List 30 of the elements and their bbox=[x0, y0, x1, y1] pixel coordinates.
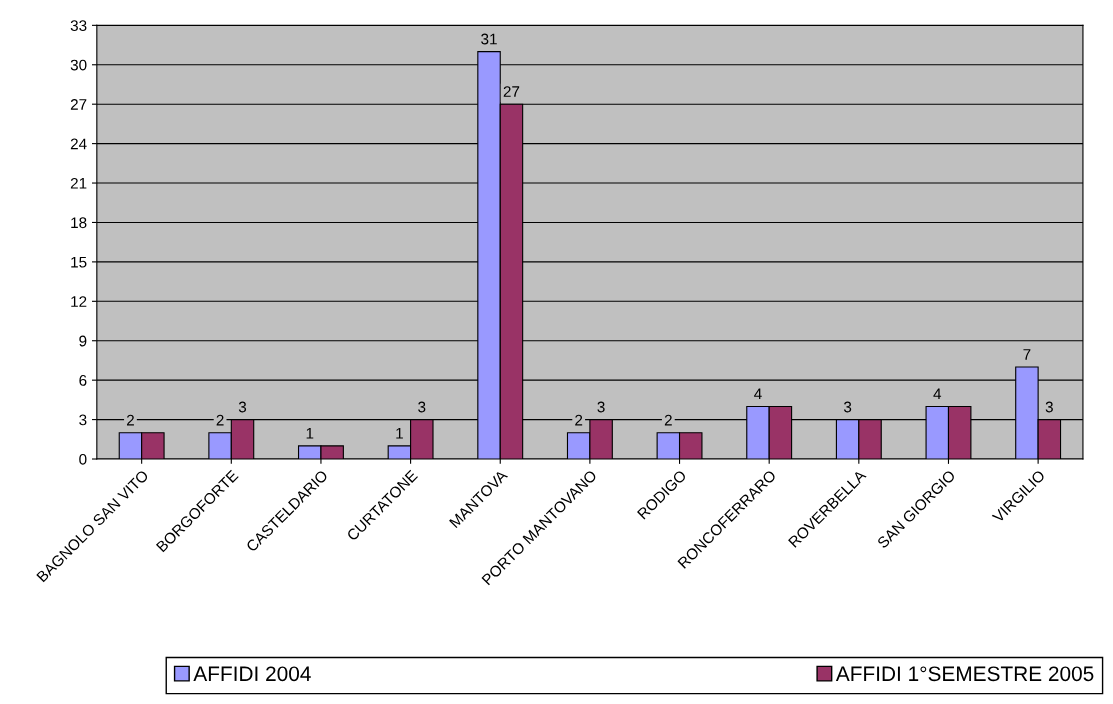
y-tick-label: 15 bbox=[71, 256, 87, 268]
y-tick-label: 3 bbox=[79, 414, 87, 426]
data-label: 4 bbox=[933, 388, 942, 400]
data-label: 1 bbox=[396, 428, 403, 439]
y-tick-label: 12 bbox=[71, 296, 87, 307]
data-label: 2 bbox=[575, 414, 583, 426]
data-label: 2 bbox=[126, 414, 134, 426]
y-tick-label: 21 bbox=[70, 177, 87, 189]
data-label: 1 bbox=[306, 428, 314, 439]
y-tick-label: 24 bbox=[70, 138, 87, 150]
data-label: 3 bbox=[1045, 401, 1053, 413]
legend-label: AFFIDI 2004 bbox=[193, 666, 311, 682]
y-tick-label: 6 bbox=[79, 375, 87, 386]
data-label: 3 bbox=[238, 401, 247, 413]
data-label: 3 bbox=[843, 401, 852, 413]
y-tick-label: 30 bbox=[70, 59, 87, 71]
data-label: 2 bbox=[664, 414, 672, 426]
data-label: 2 bbox=[216, 414, 224, 426]
y-tick-label: 9 bbox=[79, 335, 87, 347]
y-tick-label: 27 bbox=[70, 99, 87, 110]
legend-label: AFFIDI 1°SEMESTRE 2005 bbox=[835, 666, 1094, 682]
y-tick-label: 18 bbox=[71, 217, 87, 229]
data-label: 3 bbox=[418, 401, 426, 413]
data-label: 4 bbox=[754, 388, 762, 400]
data-label: 31 bbox=[481, 33, 497, 45]
y-tick-label: 33 bbox=[70, 20, 87, 32]
data-label: 7 bbox=[1023, 349, 1031, 360]
y-tick-label: 0 bbox=[79, 453, 87, 465]
data-label: 27 bbox=[503, 86, 520, 97]
data-label: 3 bbox=[597, 401, 605, 413]
